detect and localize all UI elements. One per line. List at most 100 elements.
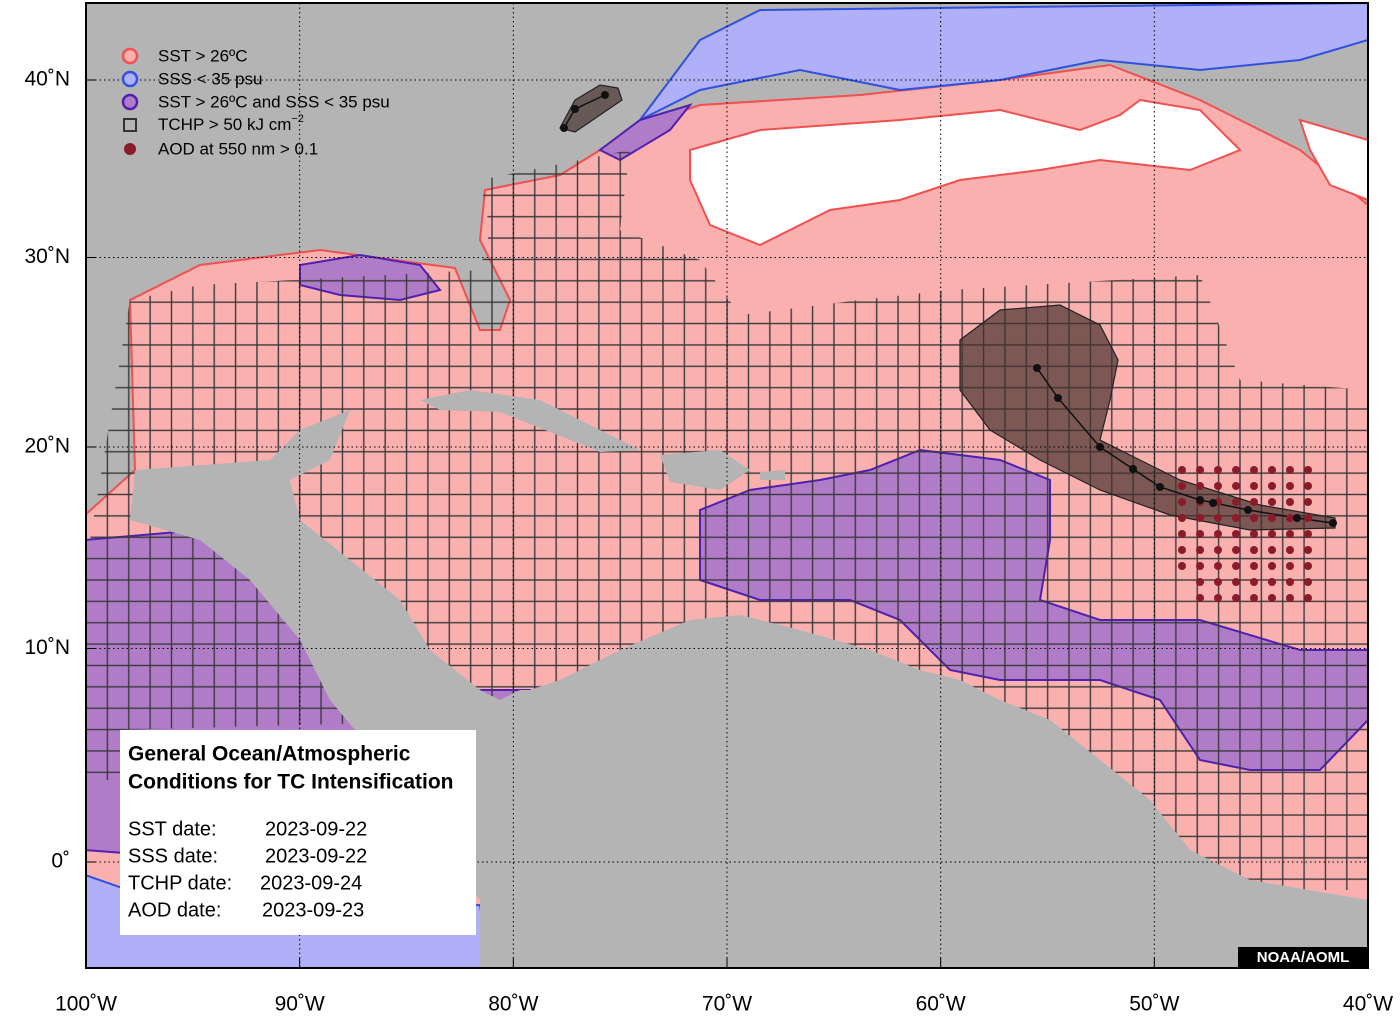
- aod-dot: [1214, 562, 1222, 570]
- storm-cone: [959, 304, 1336, 531]
- aod-dot: [1250, 594, 1258, 602]
- aod-dot: [1232, 530, 1240, 538]
- credit-bg: [1238, 947, 1368, 968]
- aod-dot: [1214, 546, 1222, 554]
- date-label: SST date:: [128, 818, 217, 840]
- date-value: 2023-09-22: [265, 845, 367, 867]
- aod-dots: [1178, 466, 1312, 602]
- land: [420, 390, 640, 452]
- aod-dot: [1214, 514, 1222, 522]
- legend-symbol: [123, 118, 137, 132]
- aod-dot: [1286, 562, 1294, 570]
- aod-dot: [1214, 578, 1222, 586]
- date-value: 2023-09-23: [262, 899, 364, 921]
- aod-dot: [1286, 482, 1294, 490]
- y-tick-label: 30˚N: [24, 245, 70, 268]
- aod-dot: [1268, 498, 1276, 506]
- legend-label-text: TCHP > 50 kJ cm: [158, 115, 291, 134]
- aod-dot: [1178, 482, 1186, 490]
- legend-label: SST > 26ºC and SSS < 35 psu: [158, 92, 390, 111]
- date-label: AOD date:: [128, 899, 221, 921]
- x-tick-label: 80˚W: [488, 993, 538, 1016]
- track-points: [560, 91, 1337, 527]
- track-point: [1129, 465, 1137, 473]
- aod-dot: [1286, 514, 1294, 522]
- aod-dot: [1232, 578, 1240, 586]
- aod-dot: [1268, 578, 1276, 586]
- x-tick-label: 50˚W: [1129, 993, 1179, 1016]
- aod-dot: [1268, 546, 1276, 554]
- legend-symbol: [121, 70, 139, 88]
- legend-symbol: [121, 93, 139, 111]
- x-tick-label: 100˚W: [55, 993, 117, 1016]
- aod-dot: [1232, 546, 1240, 554]
- aod-dot: [1304, 546, 1312, 554]
- cool-water: [1298, 118, 1368, 202]
- aod-dot: [1196, 482, 1204, 490]
- aod-dot: [1196, 546, 1204, 554]
- cool-water: [689, 98, 1242, 247]
- aod-dot: [1232, 514, 1240, 522]
- land: [760, 470, 785, 480]
- aod-dot: [1178, 546, 1186, 554]
- aod-dot: [1196, 594, 1204, 602]
- aod-dot: [1286, 466, 1294, 474]
- aod-dot: [1250, 466, 1258, 474]
- credit: NOAA/AOML: [1257, 949, 1350, 966]
- aod-dot: [1178, 530, 1186, 538]
- legend-label: TCHP > 50 kJ cm−2: [158, 113, 304, 135]
- aod-dot: [1178, 466, 1186, 474]
- track-point: [1329, 519, 1337, 527]
- aod-dot: [1214, 530, 1222, 538]
- aod-dot: [1196, 578, 1204, 586]
- legend-superscript: −2: [291, 113, 304, 125]
- aod-dot: [1178, 514, 1186, 522]
- aod-dot: [1250, 530, 1258, 538]
- track-point: [1054, 394, 1062, 402]
- x-tick-label: 90˚W: [275, 993, 325, 1016]
- aod-dot: [1196, 466, 1204, 474]
- info-box: General Ocean/Atmospheric Conditions for…: [120, 730, 476, 935]
- legend-label: AOD at 550 nm > 0.1: [158, 139, 318, 158]
- aod-dot: [1232, 466, 1240, 474]
- aod-dot: [1250, 482, 1258, 490]
- aod-dot: [1214, 482, 1222, 490]
- info-title: General Ocean/Atmospheric: [128, 743, 411, 766]
- track-point: [601, 91, 609, 99]
- land: [490, 615, 1368, 968]
- info-title: Conditions for TC Intensification: [128, 771, 453, 794]
- axes: 100˚W 90˚W 80˚W 70˚W 60˚W 50˚W 40˚W 0˚ 10˚N 20˚N 3…: [24, 68, 1393, 1016]
- track-point: [1033, 364, 1041, 372]
- aod-dot: [1268, 562, 1276, 570]
- graticule: [86, 3, 1368, 968]
- aod-dot: [1304, 482, 1312, 490]
- aod-dot: [1232, 498, 1240, 506]
- aod-dot: [1250, 514, 1258, 522]
- aod-dot: [1304, 530, 1312, 538]
- y-tick-label: 20˚N: [24, 435, 70, 458]
- aod-dot: [1286, 498, 1294, 506]
- legend-label: SSS < 35 psu: [158, 69, 262, 88]
- aod-dot: [1286, 530, 1294, 538]
- aod-dot: [1214, 466, 1222, 474]
- date-label: SSS date:: [128, 845, 218, 867]
- track-point: [1156, 483, 1164, 491]
- date-label: TCHP date:: [128, 872, 232, 894]
- aod-dot: [1250, 578, 1258, 586]
- aod-dot: [1268, 482, 1276, 490]
- aod-dot: [1268, 514, 1276, 522]
- track-point: [571, 105, 579, 113]
- date-value: 2023-09-24: [260, 872, 362, 894]
- track-point: [1244, 506, 1252, 514]
- aod-dot: [1286, 594, 1294, 602]
- y-tick-label: 40˚N: [24, 68, 70, 91]
- legend-label: SST > 26ºC: [158, 46, 248, 65]
- aod-dot: [1214, 594, 1222, 602]
- aod-dot: [1304, 578, 1312, 586]
- aod-dot: [1304, 562, 1312, 570]
- x-tick-label: 60˚W: [916, 993, 966, 1016]
- track-point: [1293, 514, 1301, 522]
- aod-dot: [1250, 562, 1258, 570]
- aod-dot: [1250, 498, 1258, 506]
